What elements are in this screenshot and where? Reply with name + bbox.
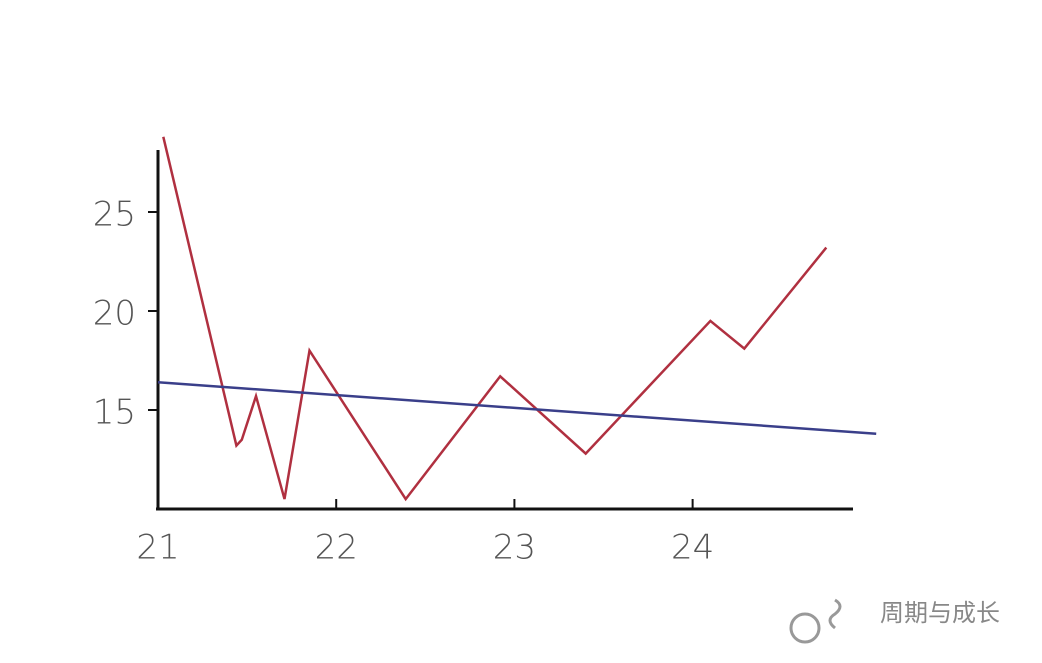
series-line [162,136,828,502]
x-tick-label: 21 [136,528,179,568]
y-tick-label: 15 [93,393,136,433]
x-tick-label: 23 [493,528,536,568]
watermark: 周期与成长 [880,599,1000,627]
series-line [157,381,877,436]
x-tick-label: 22 [315,528,358,568]
y-tick-label: 25 [93,195,136,235]
y-tick-label: 20 [93,294,136,334]
watermark-logo [789,598,842,644]
x-tick-label: 24 [671,528,714,568]
